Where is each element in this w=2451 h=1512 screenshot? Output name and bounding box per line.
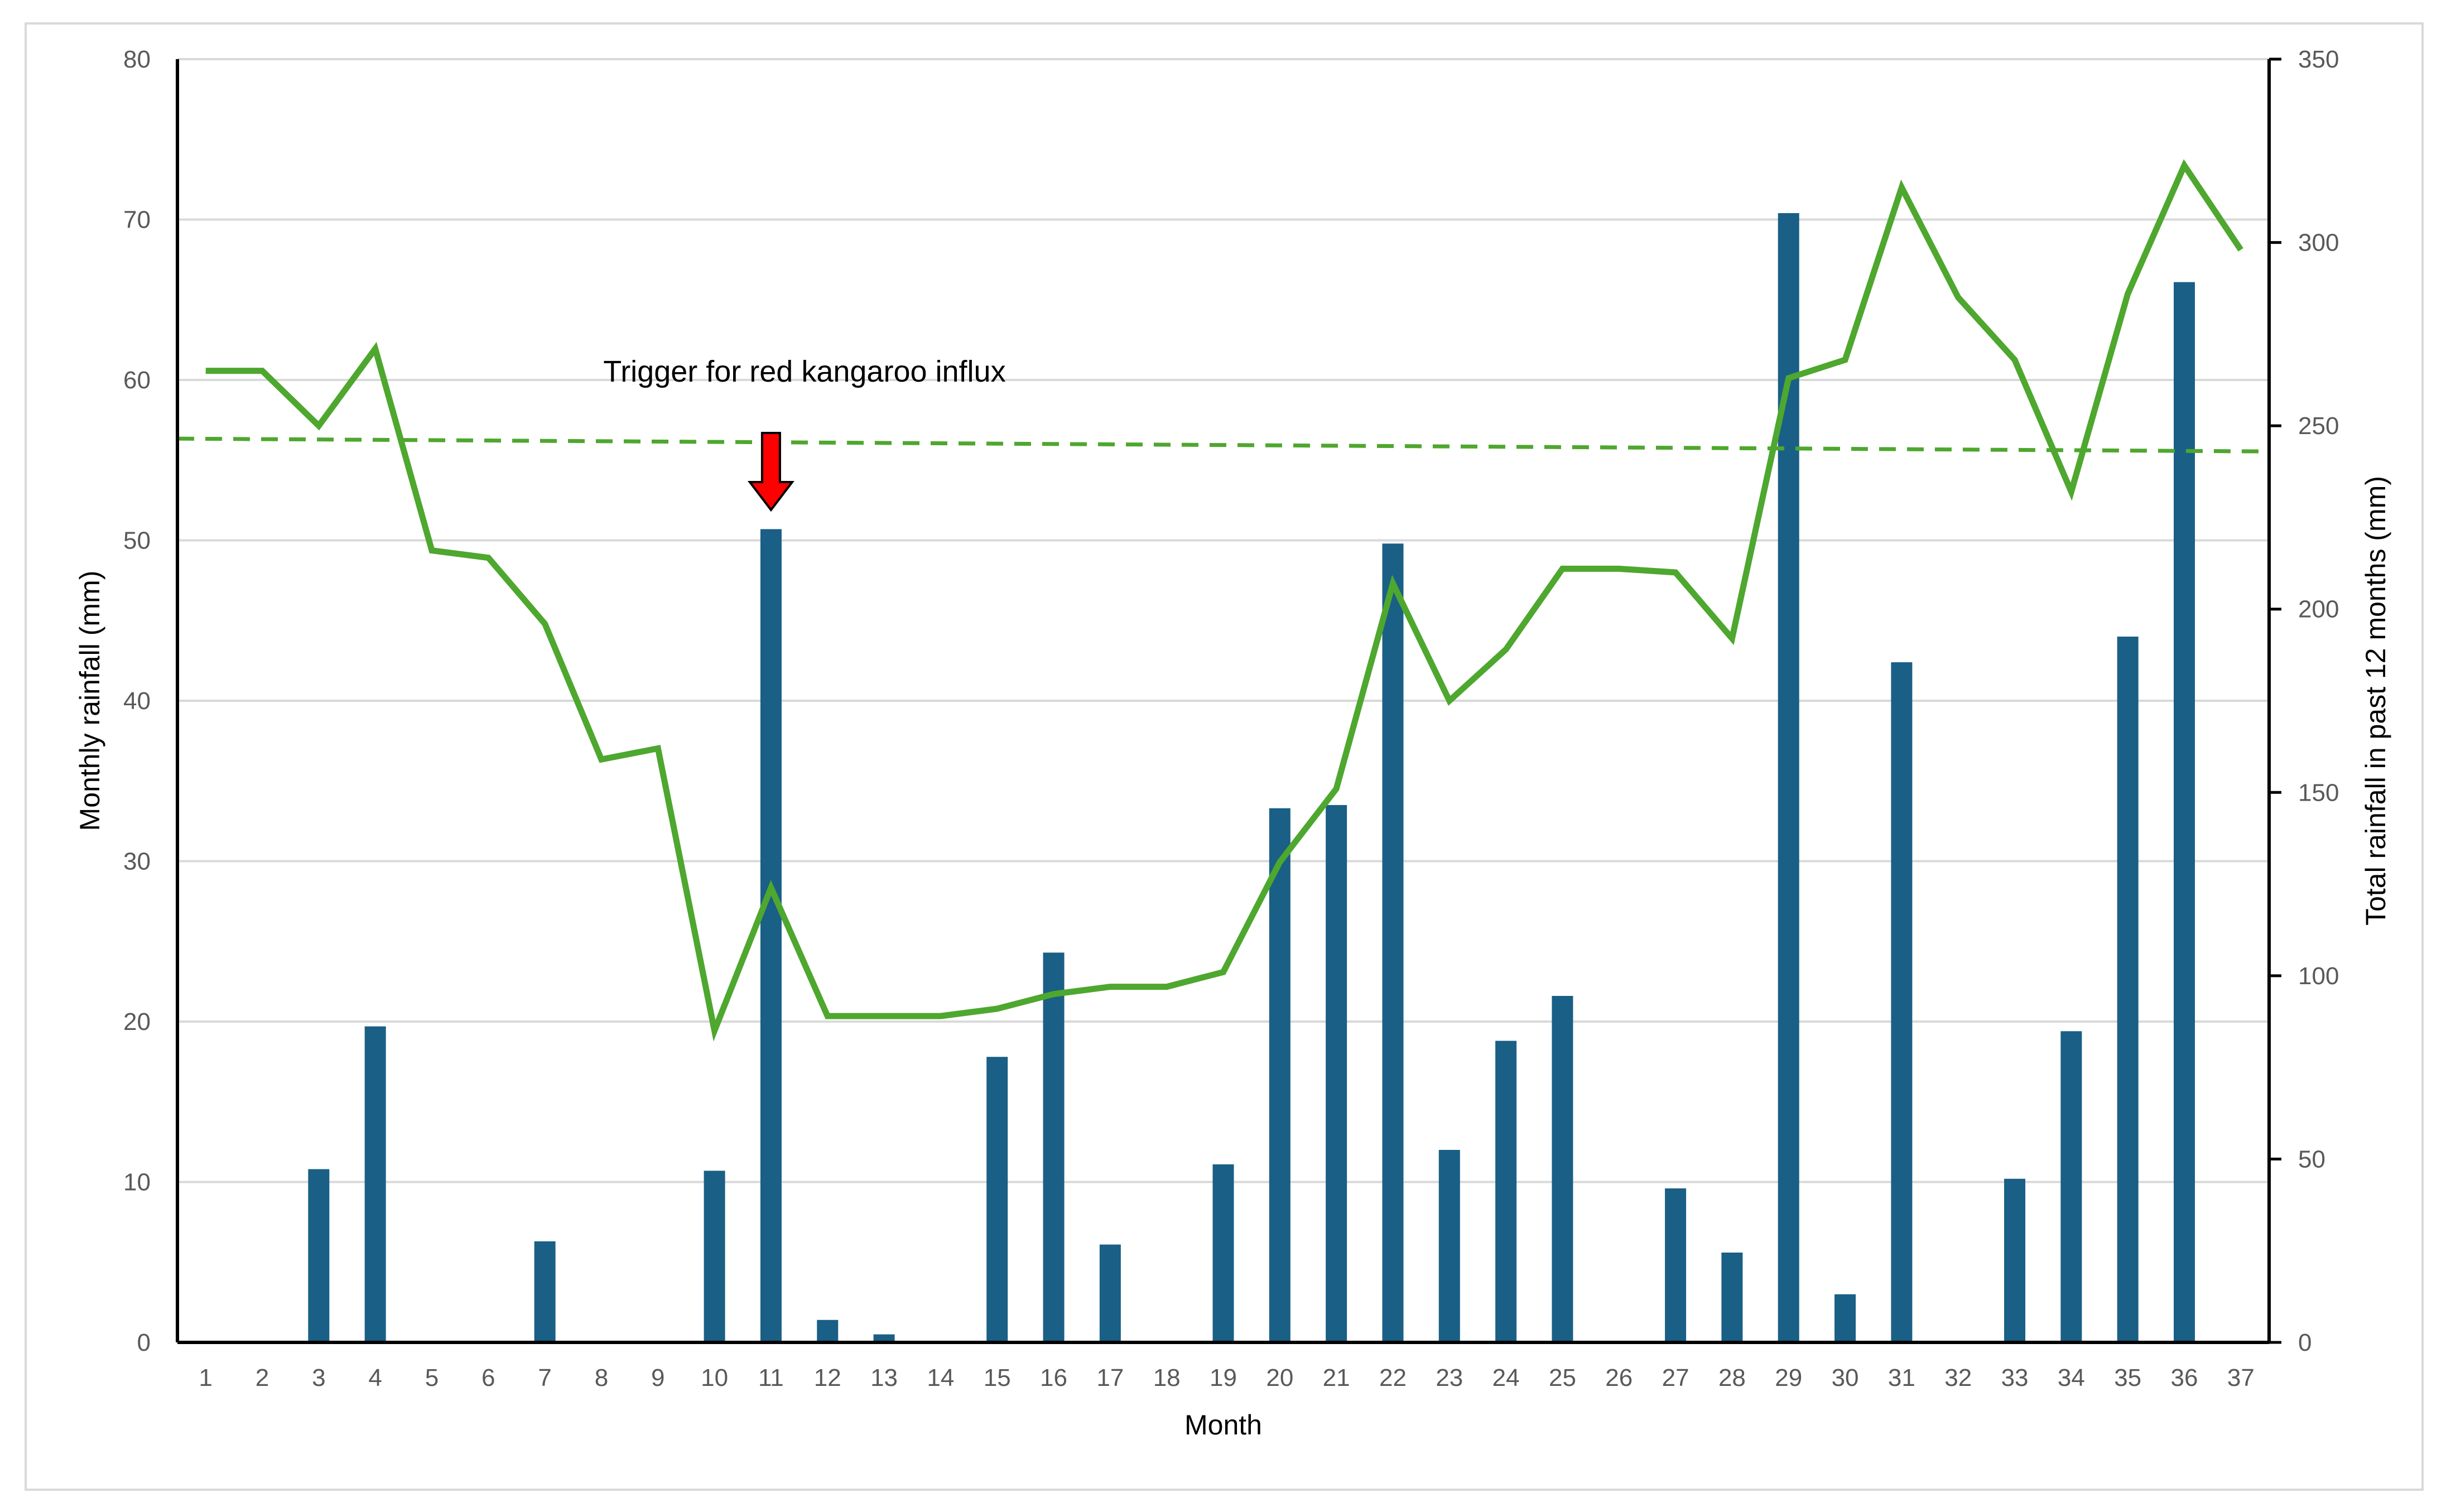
bar — [1382, 543, 1404, 1342]
rolling-total-line-group — [205, 159, 2243, 1042]
bar — [1212, 1164, 1234, 1342]
y-tick-label: 20 — [123, 1008, 151, 1036]
bar — [1665, 1188, 1687, 1342]
annotation-arrow — [747, 432, 794, 512]
bar — [1099, 1244, 1121, 1342]
x-tick-label: 2 — [256, 1364, 269, 1391]
bar — [1438, 1150, 1460, 1342]
bar — [534, 1241, 556, 1342]
x-tick-label: 16 — [1040, 1364, 1067, 1391]
x-tick-label: 25 — [1549, 1364, 1576, 1391]
x-tick-label: 10 — [701, 1364, 728, 1391]
y-tick-label: 50 — [123, 527, 151, 555]
monthly-rainfall-bars — [308, 213, 2195, 1342]
bar — [1834, 1294, 1856, 1342]
x-tick-label: 19 — [1210, 1364, 1237, 1391]
y2-tick-label: 200 — [2298, 596, 2339, 623]
bar — [704, 1171, 725, 1342]
x-tick-label: 22 — [1379, 1364, 1407, 1391]
x-tick-label: 35 — [2114, 1364, 2141, 1391]
axes — [176, 57, 2281, 1344]
annotation-group — [747, 432, 794, 512]
x-tick-label: 8 — [595, 1364, 608, 1391]
x-tick-label: 33 — [2001, 1364, 2029, 1391]
x-tick-label: 14 — [927, 1364, 954, 1391]
y-tick-label: 0 — [137, 1329, 151, 1356]
gridlines — [177, 58, 2269, 1183]
y2-tick-label: 100 — [2298, 962, 2339, 990]
x-tick-label: 20 — [1266, 1364, 1293, 1391]
x-tick-label: 17 — [1096, 1364, 1124, 1391]
y-axis-title: Monthly rainfall (mm) — [74, 571, 105, 831]
bar — [2004, 1178, 2026, 1342]
x-tick-label: 30 — [1832, 1364, 1859, 1391]
bar — [364, 1026, 386, 1342]
x-tick-label: 28 — [1718, 1364, 1746, 1391]
y2-tick-label: 250 — [2298, 412, 2339, 440]
threshold-line — [177, 436, 2270, 454]
bar — [308, 1169, 330, 1342]
y-tick-label: 40 — [123, 687, 151, 715]
y2-tick-label: 150 — [2298, 779, 2339, 806]
rolling-total-line — [205, 159, 2243, 1042]
x-tick-label: 18 — [1153, 1364, 1181, 1391]
bar — [2174, 282, 2195, 1342]
bar — [1043, 952, 1065, 1342]
x-tick-label: 5 — [425, 1364, 439, 1391]
x-tick-label: 15 — [984, 1364, 1011, 1391]
y-tick-label: 10 — [123, 1169, 151, 1196]
x-tick-label: 37 — [2227, 1364, 2255, 1391]
x-tick-label: 36 — [2171, 1364, 2198, 1391]
bar — [760, 529, 782, 1342]
x-tick-label: 32 — [1944, 1364, 1972, 1391]
y2-tick-label: 350 — [2298, 46, 2339, 73]
x-tick-label: 31 — [1888, 1364, 1915, 1391]
annotation-text: Trigger for red kangaroo influx — [603, 355, 1005, 388]
y2-axis-title: Total rainfall in past 12 months (mm) — [2360, 476, 2391, 926]
x-tick-label: 29 — [1775, 1364, 1802, 1391]
x-tick-label: 4 — [368, 1364, 382, 1391]
x-tick-label: 11 — [758, 1364, 784, 1391]
y-tick-label: 60 — [123, 367, 151, 394]
bar — [2117, 637, 2139, 1342]
y-tick-label: 80 — [123, 46, 151, 73]
x-tick-label: 13 — [870, 1364, 898, 1391]
x-tick-label: 3 — [312, 1364, 325, 1391]
x-tick-label: 26 — [1605, 1364, 1633, 1391]
bar — [873, 1334, 895, 1342]
x-tick-label: 27 — [1662, 1364, 1689, 1391]
x-tick-label: 9 — [651, 1364, 664, 1391]
x-axis-title: Month — [1184, 1409, 1262, 1441]
chart-frame: 0 10 20 30 40 50 60 70 80 0 50 100 150 200 250 300 350 1 2… — [25, 22, 2424, 1491]
bar — [1721, 1253, 1743, 1342]
x-tick-label: 1 — [199, 1364, 212, 1391]
bar — [986, 1057, 1008, 1342]
y2-tick-label: 300 — [2298, 229, 2339, 257]
bar — [1552, 996, 1573, 1342]
bar — [2060, 1031, 2082, 1342]
x-tick-label: 34 — [2058, 1364, 2085, 1391]
x-tick-label: 6 — [481, 1364, 495, 1391]
bar — [817, 1320, 839, 1342]
bar — [1326, 805, 1347, 1342]
bar — [1891, 662, 1913, 1342]
x-tick-label: 21 — [1323, 1364, 1350, 1391]
x-tick-label: 23 — [1436, 1364, 1463, 1391]
bar — [1495, 1041, 1517, 1342]
y2-tick-label: 0 — [2298, 1329, 2312, 1356]
x-tick-label: 12 — [814, 1364, 841, 1391]
y-tick-label: 30 — [123, 848, 151, 875]
bar — [1269, 808, 1290, 1342]
y2-tick-label: 50 — [2298, 1145, 2325, 1173]
y-tick-label: 70 — [123, 206, 151, 234]
threshold-line-group — [177, 436, 2270, 454]
x-tick-label: 7 — [538, 1364, 551, 1391]
x-tick-label: 24 — [1492, 1364, 1520, 1391]
